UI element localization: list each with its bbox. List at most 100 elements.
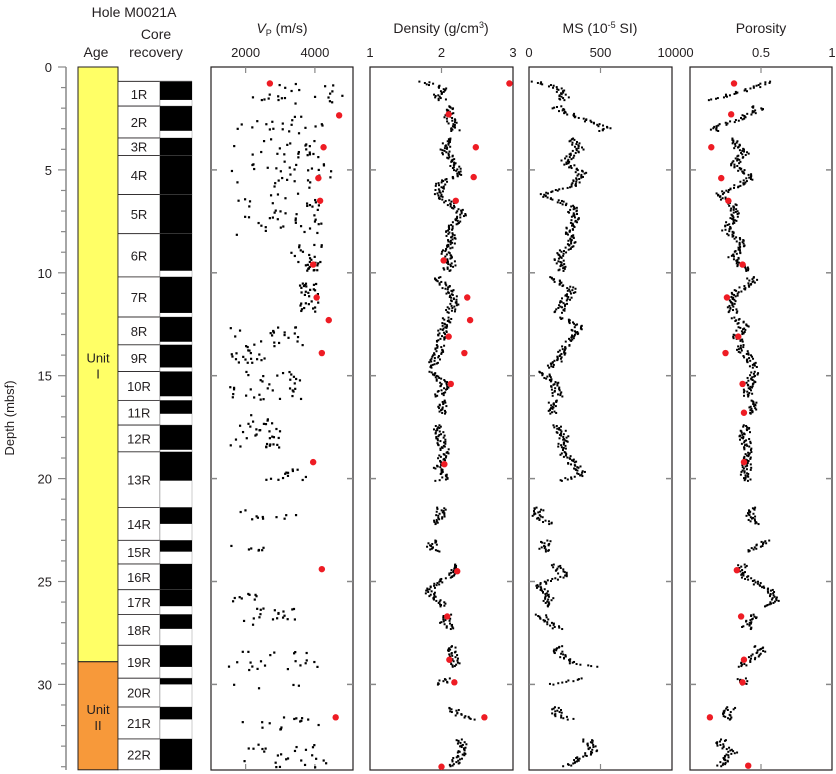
- density-logger-point: [425, 589, 428, 592]
- porosity-discrete-point: [708, 144, 715, 151]
- ms-logger-point: [565, 680, 568, 683]
- vp-logger-point: [249, 351, 252, 355]
- porosity-logger-point: [749, 457, 752, 460]
- vp-logger-point: [296, 335, 300, 339]
- vp-logger-point: [331, 90, 334, 93]
- porosity-logger-point: [716, 742, 719, 745]
- density-logger-point: [430, 545, 433, 548]
- ms-logger-point: [563, 350, 566, 353]
- density-logger-point: [450, 569, 453, 572]
- porosity-discrete-point: [706, 714, 714, 721]
- vp-logger-point: [283, 333, 286, 337]
- density-logger-point: [457, 740, 460, 743]
- ms-logger-point: [566, 718, 569, 721]
- porosity-logger-point: [731, 230, 734, 233]
- density-logger-point: [439, 385, 442, 388]
- vp-logger-point: [294, 217, 297, 220]
- porosity-logger-point: [758, 648, 761, 651]
- density-logger-point: [441, 517, 444, 520]
- ms-logger-point: [574, 291, 577, 294]
- vp-logger-point: [253, 396, 256, 399]
- density-logger-point: [452, 571, 455, 574]
- density-logger-point: [428, 370, 431, 373]
- vp-logger-point: [303, 284, 307, 287]
- ms-logger-point: [542, 599, 545, 602]
- density-logger-point: [449, 263, 452, 266]
- porosity-logger-point: [732, 218, 735, 221]
- ms-logger-point: [564, 204, 567, 207]
- vp-logger-point: [286, 757, 290, 760]
- ms-logger-point: [583, 470, 586, 473]
- density-logger-point: [449, 622, 452, 625]
- ms-logger-point: [571, 149, 574, 152]
- porosity-logger-point: [717, 194, 720, 197]
- vp-logger-point: [308, 151, 311, 154]
- vp-logger-point: [280, 97, 283, 100]
- ms-logger-point: [561, 187, 564, 190]
- porosity-logger-point: [750, 355, 753, 358]
- porosity-logger-point: [747, 384, 750, 387]
- porosity-logger-point: [716, 744, 719, 747]
- density-logger-point: [448, 228, 451, 231]
- porosity-logger-point: [756, 580, 759, 583]
- vp-logger-point: [290, 123, 293, 126]
- porosity-logger-point: [761, 542, 764, 545]
- porosity-logger-point: [750, 451, 753, 454]
- porosity-discrete-point: [739, 679, 746, 686]
- porosity-logger-point: [727, 256, 730, 259]
- porosity-logger-point: [750, 371, 753, 374]
- porosity-logger-point: [741, 241, 744, 244]
- porosity-logger-point: [740, 565, 743, 568]
- vp-logger-point: [329, 176, 332, 179]
- vp-logger-point: [313, 744, 316, 747]
- ms-logger-point: [563, 309, 566, 312]
- porosity-logger-point: [736, 159, 739, 162]
- vp-logger-point: [245, 345, 248, 348]
- density-logger-point: [440, 604, 443, 607]
- porosity-logger-point: [745, 682, 748, 685]
- ms-logger-point: [572, 245, 575, 248]
- vp-logger-point: [273, 609, 276, 612]
- density-logger-point: [433, 353, 436, 356]
- vp-logger-point: [272, 436, 276, 439]
- ms-logger-point: [568, 344, 571, 347]
- vp-logger-point: [299, 720, 302, 723]
- porosity-logger-point: [750, 621, 753, 624]
- vp-logger-point: [282, 610, 285, 613]
- porosity-logger-point: [762, 585, 765, 588]
- porosity-logger-point: [721, 229, 724, 232]
- porosity-logger-point: [737, 564, 740, 567]
- porosity-logger-point: [749, 175, 752, 178]
- density-logger-point: [430, 366, 433, 369]
- density-logger-point: [452, 123, 455, 126]
- density-logger-point: [455, 739, 458, 742]
- core-label-box: [117, 371, 161, 401]
- core-label-box: [117, 706, 161, 740]
- vp-logger-point: [313, 220, 317, 223]
- porosity-logger-point: [728, 299, 731, 302]
- ms-logger-point: [546, 192, 549, 195]
- ms-logger-point: [589, 746, 592, 749]
- density-logger-point: [447, 251, 450, 254]
- vp-logger-point: [239, 510, 242, 514]
- density-logger-point: [446, 258, 449, 261]
- ms-logger-point: [549, 380, 552, 383]
- vp-discrete-point: [315, 174, 322, 182]
- porosity-logger-point: [747, 550, 750, 553]
- density-logger-point: [455, 169, 458, 172]
- ms-logger-point: [572, 458, 575, 461]
- vp-logger-point: [304, 290, 307, 293]
- density-logger-point: [432, 428, 435, 431]
- density-logger-point: [464, 213, 467, 216]
- porosity-logger-point: [733, 289, 736, 292]
- density-logger-point: [443, 149, 446, 152]
- porosity-logger-point: [746, 350, 749, 353]
- ms-logger-point: [580, 328, 583, 331]
- vp-logger-point: [297, 152, 300, 155]
- density-logger-point: [454, 646, 457, 649]
- vp-logger-point: [317, 262, 320, 265]
- density-logger-point: [454, 219, 457, 222]
- density-logger-point: [450, 613, 453, 616]
- vp-logger-point: [251, 153, 254, 156]
- vp-logger-point: [300, 115, 303, 118]
